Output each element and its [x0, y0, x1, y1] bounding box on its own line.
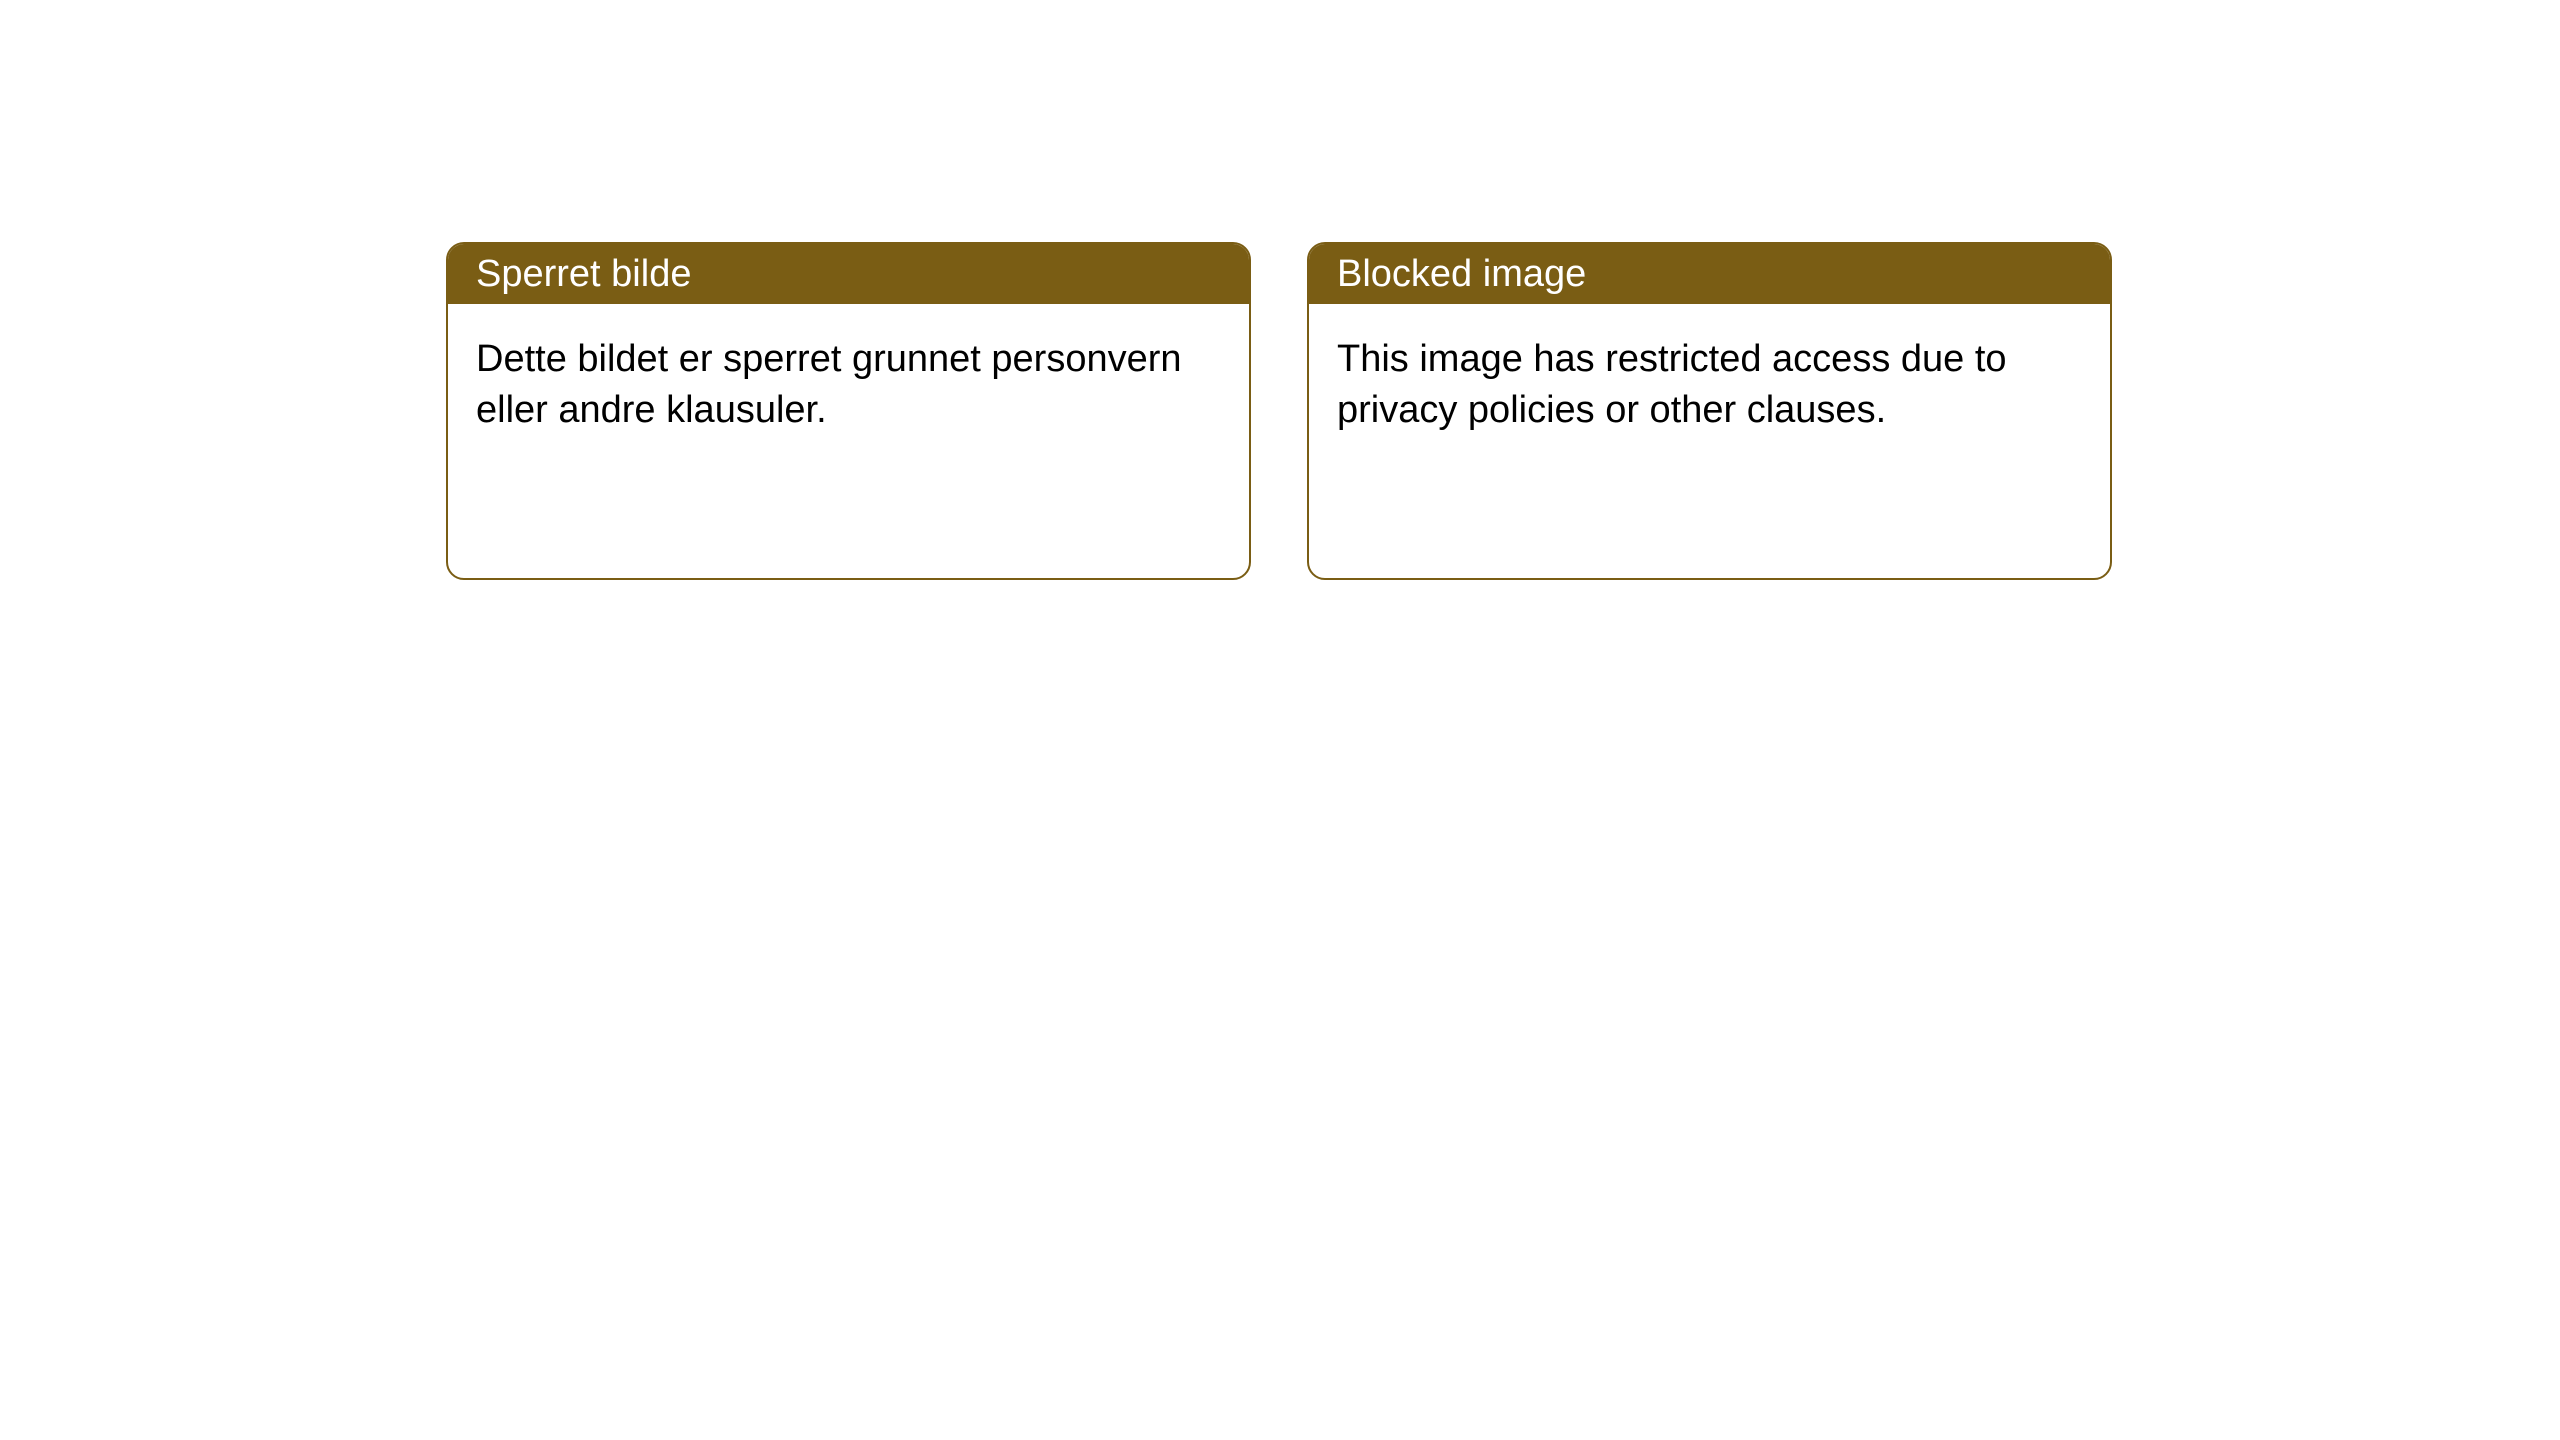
- notice-title-english: Blocked image: [1337, 253, 1586, 296]
- notice-box-norwegian: Sperret bilde Dette bildet er sperret gr…: [446, 242, 1251, 580]
- notice-header-english: Blocked image: [1309, 244, 2110, 304]
- notice-container: Sperret bilde Dette bildet er sperret gr…: [0, 0, 2560, 580]
- notice-title-norwegian: Sperret bilde: [476, 253, 691, 296]
- notice-body-english: This image has restricted access due to …: [1309, 304, 2110, 467]
- notice-message-norwegian: Dette bildet er sperret grunnet personve…: [476, 338, 1182, 431]
- notice-header-norwegian: Sperret bilde: [448, 244, 1249, 304]
- notice-body-norwegian: Dette bildet er sperret grunnet personve…: [448, 304, 1249, 467]
- notice-message-english: This image has restricted access due to …: [1337, 338, 2007, 431]
- notice-box-english: Blocked image This image has restricted …: [1307, 242, 2112, 580]
